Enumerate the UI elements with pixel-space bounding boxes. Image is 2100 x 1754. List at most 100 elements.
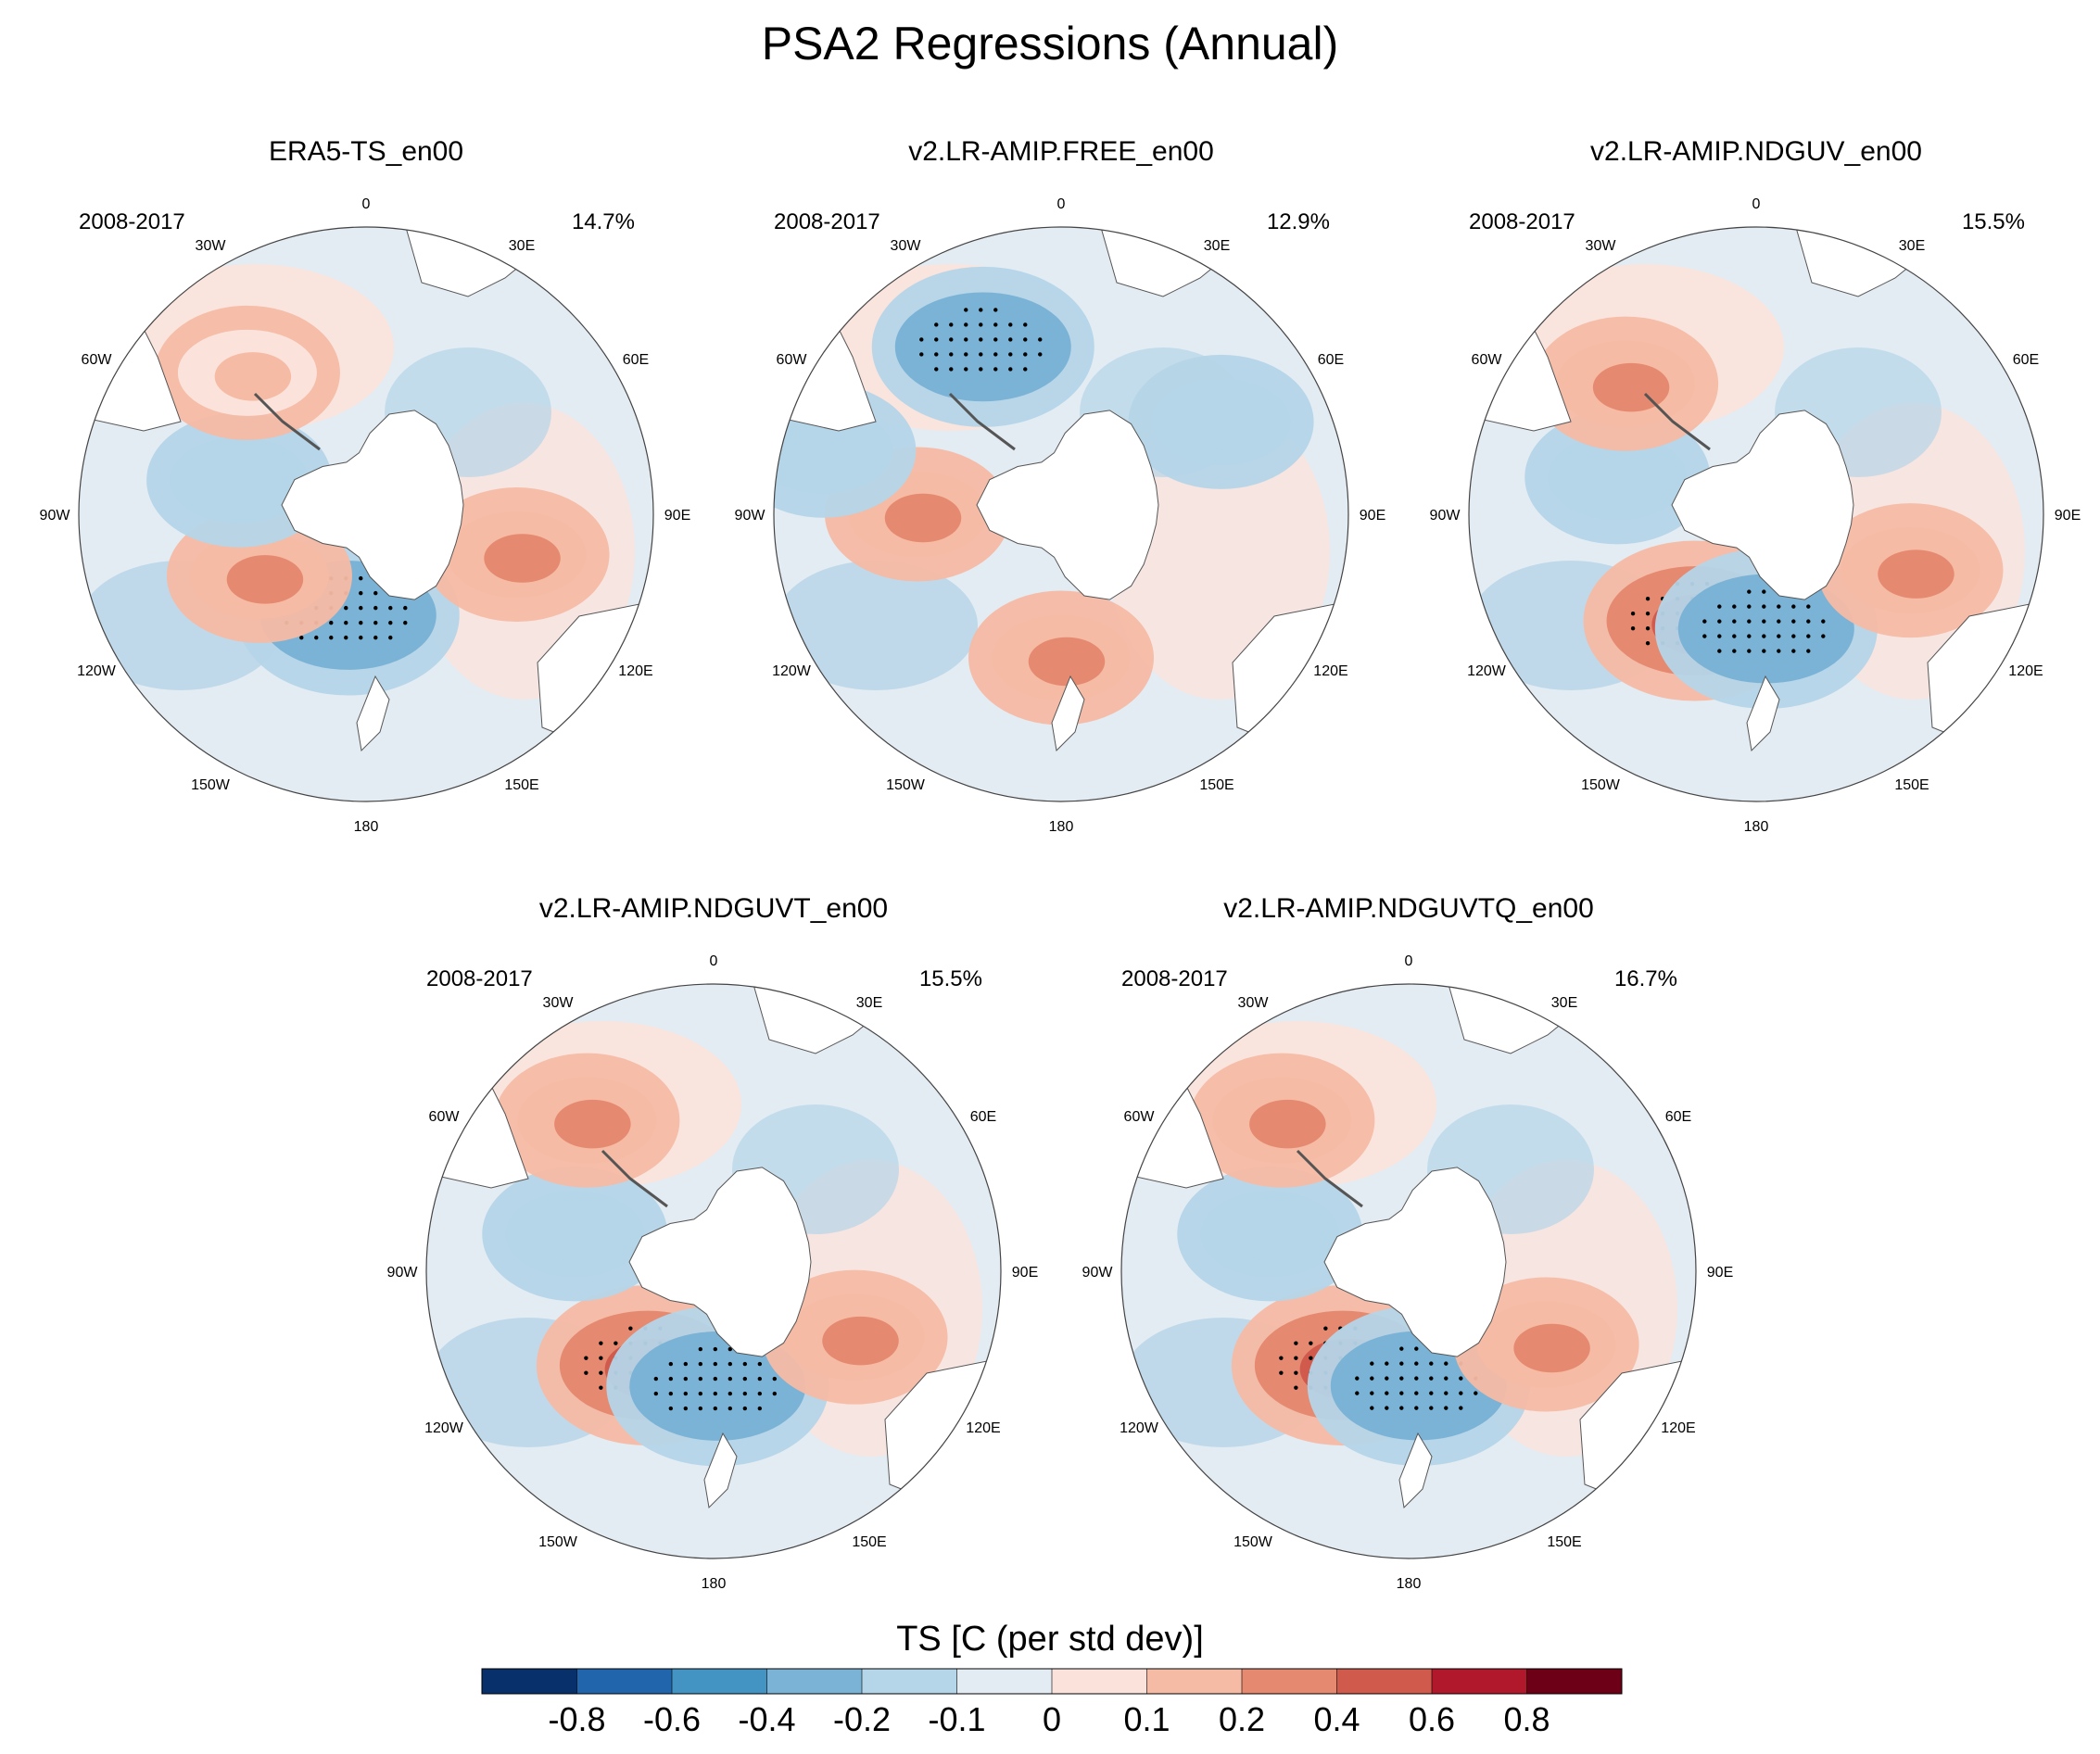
longitude-label: 0 — [362, 196, 371, 212]
antarctic-peninsula — [601, 1149, 668, 1208]
stipple-dot — [1355, 1376, 1360, 1381]
longitude-label: 90E — [1707, 1265, 1733, 1281]
stipple-dot — [1747, 604, 1752, 609]
stipple-dot — [964, 352, 968, 357]
longitude-label: 30W — [891, 238, 922, 254]
colorbar-tick-label: 0.6 — [1409, 1700, 1455, 1738]
stipple-dot — [1008, 337, 1013, 342]
stipple-dot — [698, 1361, 703, 1367]
stipple-dot — [727, 1406, 733, 1411]
anomaly-region-core — [1878, 549, 1955, 599]
stipple-dot — [1717, 604, 1722, 609]
longitude-label: 120W — [1120, 1420, 1159, 1436]
stipple-dot — [934, 352, 939, 357]
stipple-dot — [993, 308, 998, 312]
period-label: 2008-2017 — [1121, 966, 1228, 991]
stipple-dot — [1459, 1391, 1463, 1395]
colorbar-tick-label: -0.4 — [738, 1700, 795, 1738]
longitude-label: 90W — [1430, 508, 1461, 524]
stipple-dot — [1459, 1376, 1463, 1381]
stipple-dot — [993, 352, 998, 357]
map-boundary — [1120, 983, 1697, 1559]
stipple-dot — [949, 367, 954, 372]
stipple-dot — [934, 337, 939, 342]
stipple-dot — [1023, 322, 1028, 327]
percent-variance-label: 16.7% — [1614, 966, 1677, 991]
stipple-dot — [1414, 1391, 1419, 1395]
stipple-dot — [1429, 1406, 1434, 1410]
stipple-dot — [1777, 604, 1781, 609]
stipple-dot — [919, 337, 924, 342]
longitude-label: 0 — [710, 953, 718, 969]
stipple-dot — [1370, 1361, 1374, 1366]
new-zealand-landmass — [1051, 675, 1085, 752]
stipple-dot — [584, 1370, 588, 1375]
stipple-dot — [757, 1406, 763, 1411]
anomaly-region-core — [206, 460, 284, 509]
stipple-dot — [949, 337, 954, 342]
stipple-dot — [713, 1391, 718, 1396]
colorbar-swatch — [1052, 1669, 1147, 1694]
stipple-dot — [757, 1376, 763, 1382]
longitude-label: 0 — [1057, 196, 1066, 212]
stipple-dot — [1791, 649, 1796, 653]
longitude-label: 150W — [1233, 1534, 1273, 1550]
longitude-label: 30E — [856, 995, 882, 1011]
stipple-dot — [373, 620, 378, 625]
stipple-dot — [1008, 352, 1013, 357]
longitude-label: 60W — [82, 352, 113, 368]
anomaly-region-core — [822, 1316, 899, 1366]
stipple-dot — [1791, 604, 1796, 609]
longitude-label: 120E — [2008, 663, 2043, 679]
longitude-label: 0 — [1752, 196, 1761, 212]
stipple-dot — [1399, 1376, 1404, 1381]
stipple-dot — [344, 620, 348, 625]
map-field — [1469, 227, 2043, 801]
stipple-dot — [1777, 634, 1781, 638]
stipple-dot — [742, 1391, 748, 1396]
antarctic-peninsula — [1296, 1149, 1363, 1208]
colorbar-swatch — [672, 1669, 767, 1694]
longitude-label: 150W — [886, 777, 926, 793]
longitude-label: 30W — [1238, 995, 1270, 1011]
longitude-label: 180 — [1744, 819, 1769, 835]
stipple-dot — [614, 1341, 618, 1345]
stipple-dot — [757, 1361, 763, 1367]
stipple-dot — [668, 1376, 674, 1382]
stipple-dot — [1762, 604, 1766, 609]
stipple-dot — [979, 308, 983, 312]
stipple-dot — [1444, 1406, 1448, 1410]
stipple-dot — [1399, 1346, 1404, 1351]
anomaly-region-core — [226, 555, 304, 604]
longitude-label: 60E — [2013, 352, 2039, 368]
anomaly-region-core — [542, 1213, 619, 1263]
stipple-dot — [1023, 337, 1028, 342]
stipple-dot — [653, 1376, 659, 1382]
longitude-label: 150E — [1894, 777, 1929, 793]
longitude-label: 120W — [772, 663, 812, 679]
map-field — [426, 984, 1001, 1558]
anomaly-region-core — [1188, 401, 1265, 450]
longitude-label: 180 — [1049, 819, 1074, 835]
stipple-dot — [1747, 634, 1752, 638]
map-boundary — [773, 226, 1349, 802]
colorbar-title: TS [C (per std dev)] — [896, 1620, 1204, 1659]
anomaly-region-core — [791, 429, 867, 479]
map-panel-1: 0 30E 60E 90E 120E 150E 180 150W 120W 90W 60W 30W ER… — [40, 136, 691, 835]
stipple-dot — [1732, 619, 1737, 624]
longitude-label: 150E — [1547, 1534, 1581, 1550]
stipple-dot — [1444, 1376, 1448, 1381]
colorbar-swatch — [1526, 1669, 1622, 1694]
antarctica-landmass — [281, 410, 464, 600]
colorbar-tick-label: -0.6 — [643, 1700, 701, 1738]
stipple-dot — [1762, 634, 1766, 638]
longitude-label: 90W — [1082, 1265, 1114, 1281]
stipple-dot — [1777, 649, 1781, 653]
stipple-dot — [713, 1376, 718, 1382]
stipple-dot — [1747, 649, 1752, 653]
maps-layer: 0 30E 60E 90E 120E 150E 180 150W 120W 90W 60W 30W ER… — [40, 136, 2081, 1592]
longitude-label: 120W — [77, 663, 117, 679]
background-patch — [774, 561, 978, 690]
new-zealand-landmass — [703, 1432, 738, 1509]
